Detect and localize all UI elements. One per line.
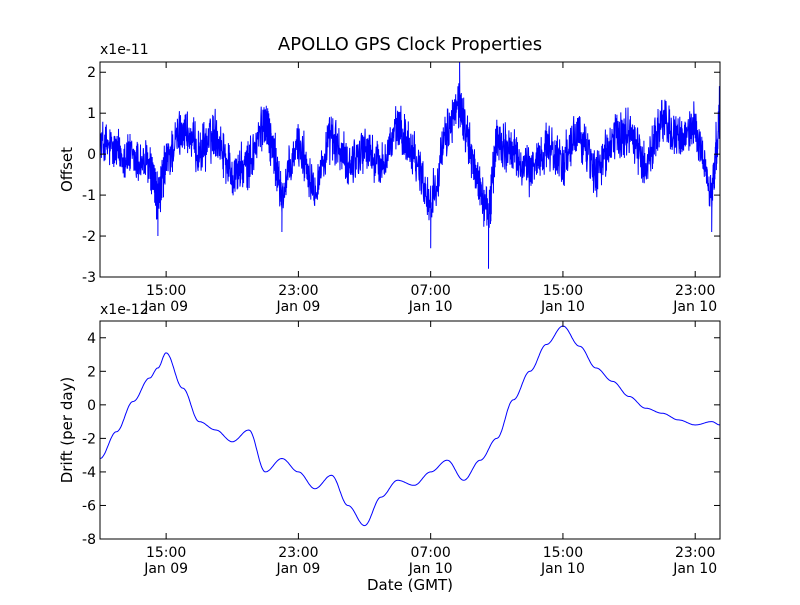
y-tick-label: 1 xyxy=(87,106,96,122)
x-tick-label-date: Jan 10 xyxy=(672,299,717,315)
x-tick-label-date: Jan 10 xyxy=(408,561,453,577)
y-tick-label: -2 xyxy=(82,431,96,447)
y-tick-label: -4 xyxy=(82,465,96,481)
x-tick-label-date: Jan 09 xyxy=(143,561,188,577)
series-line xyxy=(100,325,720,527)
y-scale-multiplier: x1e-12 xyxy=(100,302,149,318)
chart-title: APOLLO GPS Clock Properties xyxy=(278,34,542,55)
y-axis-label: Drift (per day) xyxy=(58,377,76,484)
y-tick-label: -3 xyxy=(82,270,96,286)
x-tick-label-time: 15:00 xyxy=(543,545,583,561)
y-tick-label: -2 xyxy=(82,229,96,245)
y-axis-label: Offset xyxy=(58,147,76,192)
series-line xyxy=(100,62,720,269)
x-tick-label-date: Jan 10 xyxy=(540,299,585,315)
x-tick-label-date: Jan 09 xyxy=(275,299,320,315)
plot-frame xyxy=(99,61,721,278)
x-tick-label-time: 15:00 xyxy=(146,545,186,561)
y-tick-label: 2 xyxy=(87,65,96,81)
x-tick-label-date: Jan 10 xyxy=(540,561,585,577)
x-tick-label-date: Jan 09 xyxy=(143,299,188,315)
x-tick-label-time: 15:00 xyxy=(146,283,186,299)
x-tick-label-date: Jan 10 xyxy=(672,561,717,577)
x-tick-label-time: 23:00 xyxy=(675,545,715,561)
x-tick-label-date: Jan 09 xyxy=(275,561,320,577)
x-tick-label-time: 23:00 xyxy=(278,283,318,299)
x-tick-label-time: 23:00 xyxy=(675,283,715,299)
y-scale-multiplier: x1e-11 xyxy=(100,42,149,58)
x-axis-label: Date (GMT) xyxy=(367,576,453,594)
y-tick-label: 4 xyxy=(87,331,96,347)
y-tick-label: 2 xyxy=(87,364,96,380)
x-tick-label-time: 07:00 xyxy=(410,283,450,299)
y-tick-label: 0 xyxy=(87,398,96,414)
y-tick-label: 0 xyxy=(87,147,96,163)
x-tick-label-time: 15:00 xyxy=(543,283,583,299)
x-tick-label-time: 07:00 xyxy=(410,545,450,561)
plot-frame xyxy=(99,320,721,540)
y-tick-label: -1 xyxy=(82,188,96,204)
x-tick-label-time: 23:00 xyxy=(278,545,318,561)
y-tick-label: -6 xyxy=(82,498,96,514)
x-tick-label-date: Jan 10 xyxy=(408,299,453,315)
y-tick-label: -8 xyxy=(82,532,96,548)
